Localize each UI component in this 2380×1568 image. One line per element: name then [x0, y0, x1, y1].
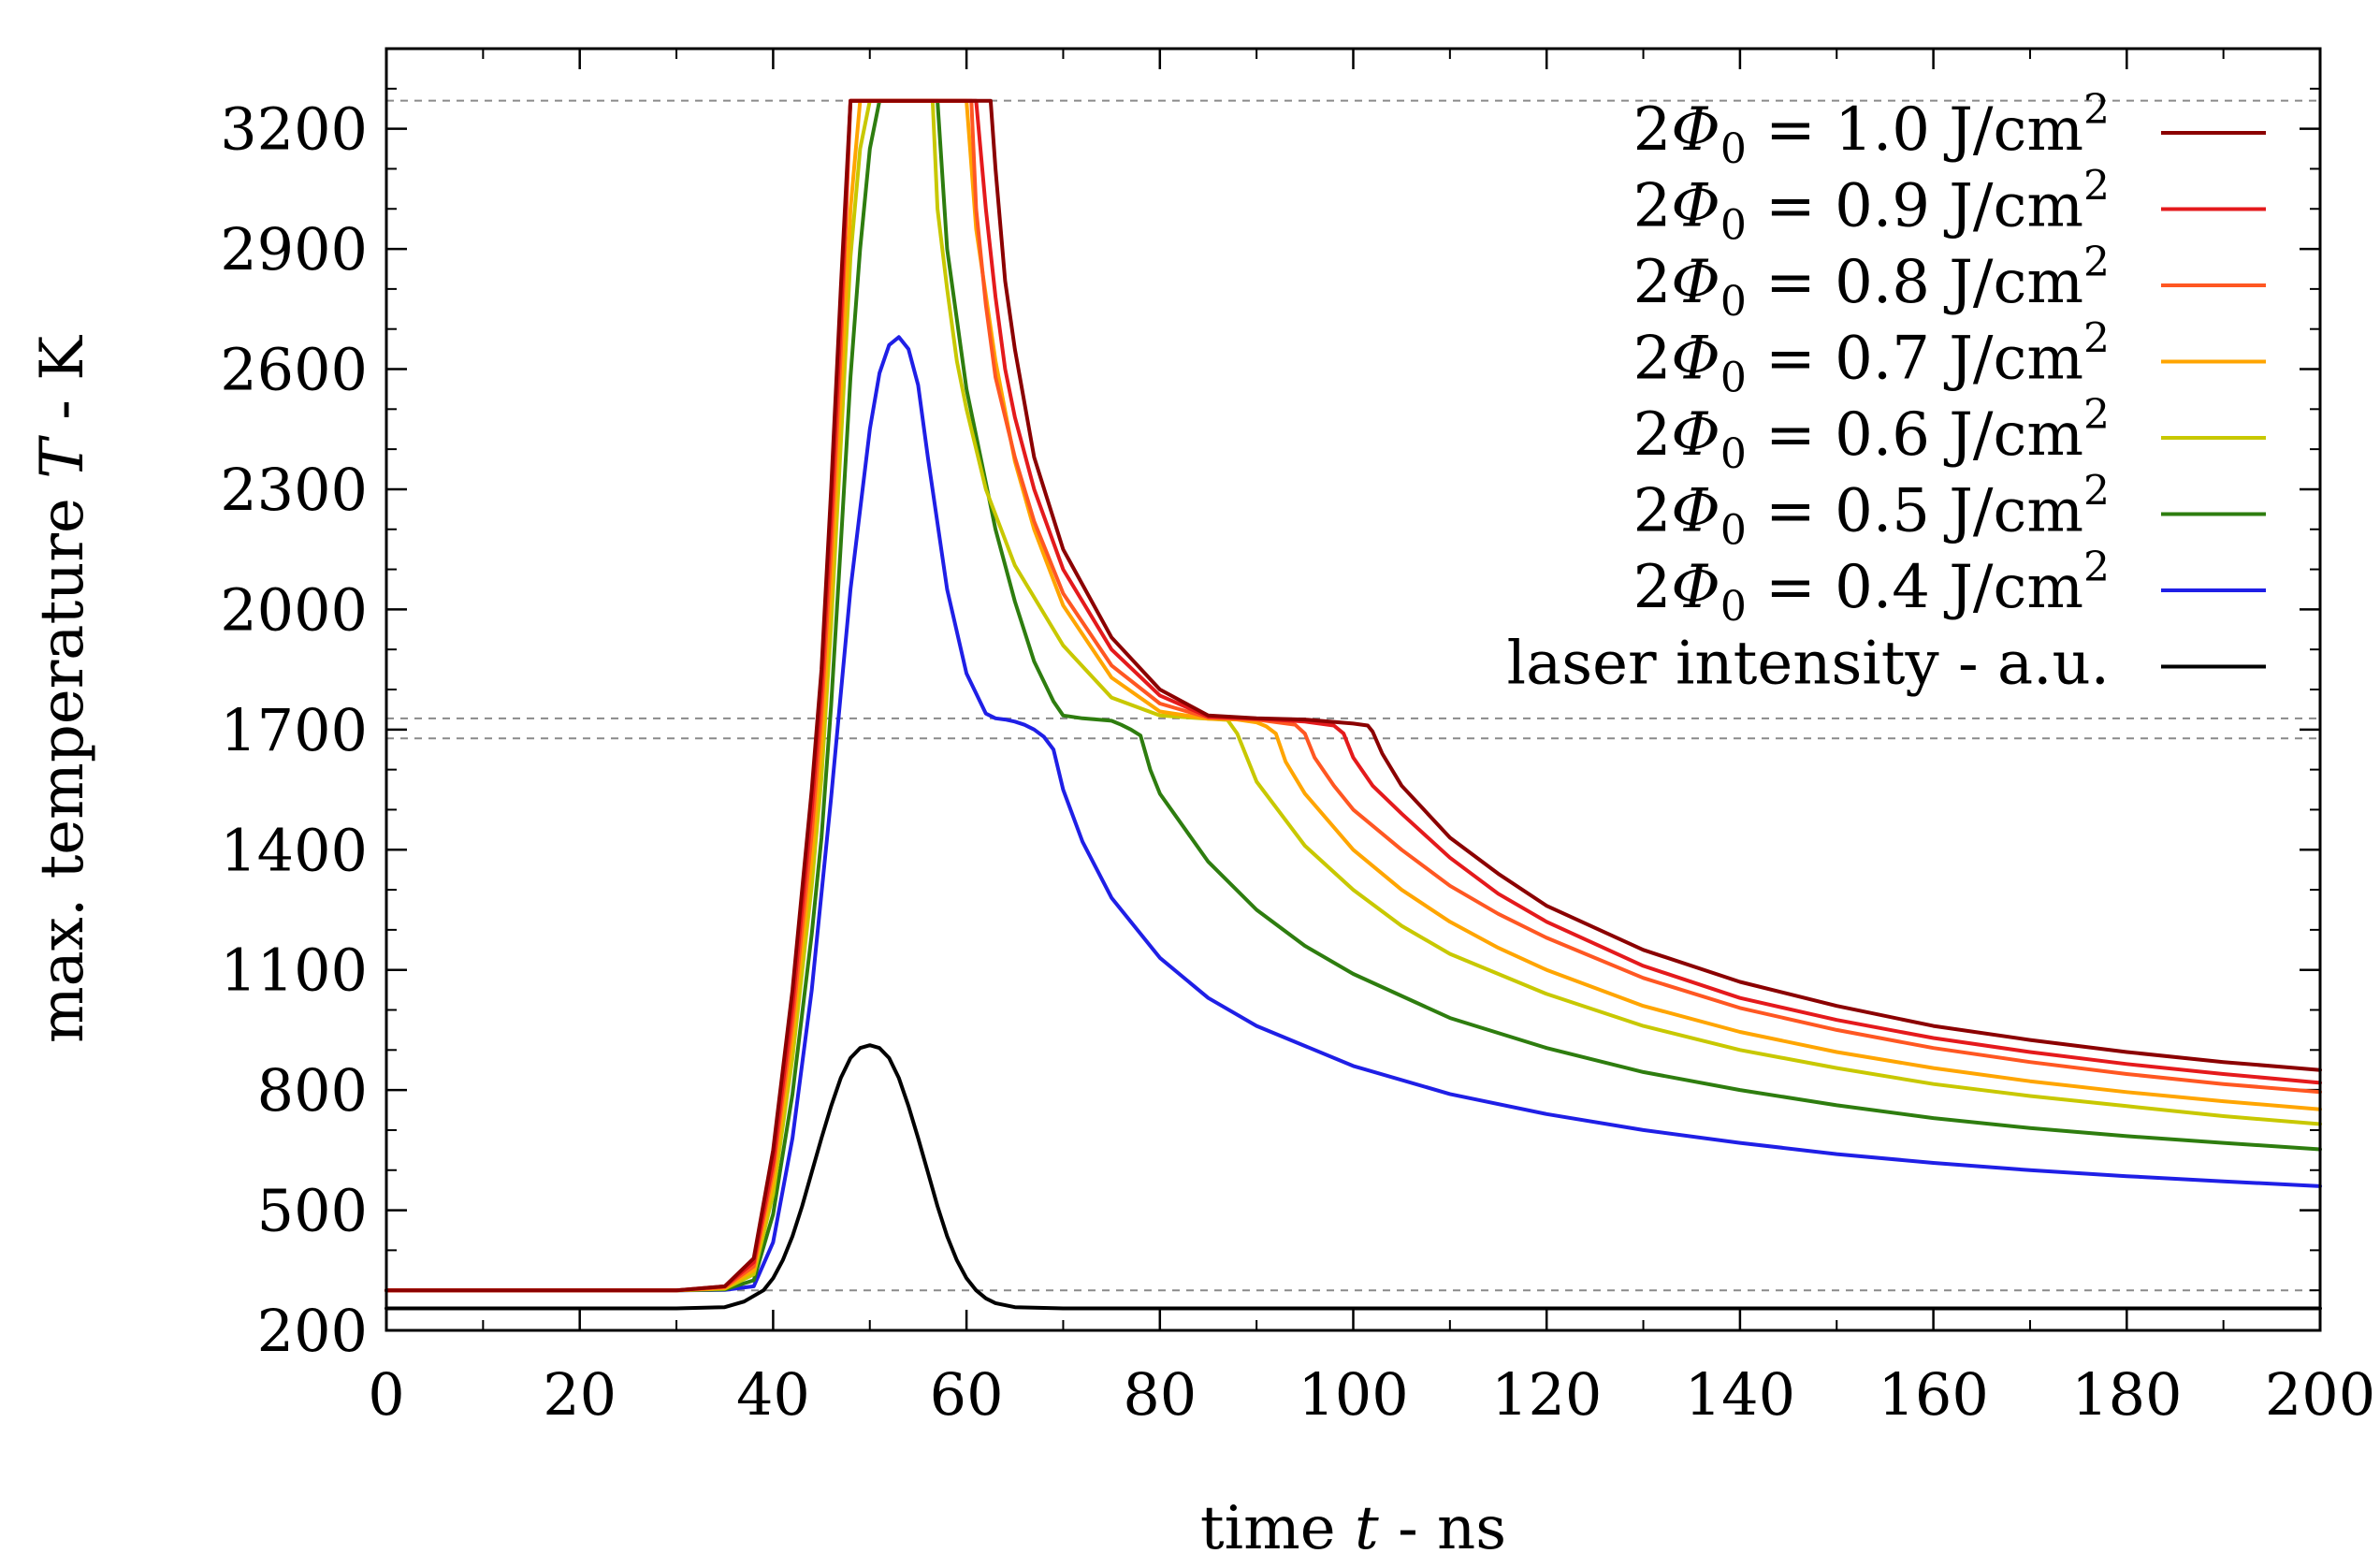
legend-item-fluence-0.7: 2Φ0 = 0.7 J/cm2 — [1633, 315, 2266, 402]
y-axis-label-suffix: - K — [28, 335, 97, 439]
series-line-fluence-0.5 — [385, 98, 2322, 1293]
legend-item-fluence-1.0: 2Φ0 = 1.0 J/cm2 — [1633, 86, 2266, 173]
y-tick-label: 3200 — [220, 95, 368, 164]
x-axis-label-suffix: - ns — [1379, 1494, 1506, 1563]
series-line-fluence-0.6 — [385, 98, 2322, 1293]
legend-label-subscript: 0 — [1720, 355, 1747, 402]
legend-label-fluence-0.5: 2Φ0 = 0.5 J/cm2 — [1633, 468, 2110, 555]
y-tick-label: 800 — [257, 1056, 368, 1125]
legend-label-value: = 0.9 J/cm — [1747, 172, 2083, 241]
x-tick-label: 0 — [368, 1360, 404, 1429]
legend-label-subscript: 0 — [1720, 202, 1747, 250]
x-axis-label: time t - ns — [1200, 1494, 1506, 1563]
y-axis-label-symbol: T — [28, 435, 97, 479]
legend-label-fluence-0.6: 2Φ0 = 0.6 J/cm2 — [1633, 391, 2110, 478]
legend-label-fluence-0.4: 2Φ0 = 0.4 J/cm2 — [1633, 544, 2110, 631]
legend-label-phi: Φ — [1671, 248, 1720, 317]
x-axis-label-symbol: t — [1355, 1494, 1379, 1563]
y-tick-label: 2000 — [220, 575, 368, 644]
legend-label-value: = 0.7 J/cm — [1747, 325, 2083, 394]
x-tick-label: 120 — [1491, 1360, 1602, 1429]
series-line-fluence-0.8 — [385, 98, 2322, 1293]
series-lines — [385, 98, 2322, 1311]
x-tick-label: 100 — [1298, 1360, 1408, 1429]
series-line-laser-intensity — [385, 1043, 2322, 1311]
legend-label-phi: Φ — [1671, 95, 1720, 165]
legend-label-subscript: 0 — [1720, 430, 1747, 478]
legend-label-subscript: 0 — [1720, 278, 1747, 326]
legend-label-lhs: 2 — [1633, 400, 1672, 470]
x-tick-label: 80 — [1123, 1360, 1197, 1429]
x-tick-label: 160 — [1878, 1360, 1988, 1429]
legend-label-superscript: 2 — [2083, 239, 2110, 286]
x-tick-label: 40 — [736, 1360, 810, 1429]
legend-item-laser-intensity: laser intensity - a.u. — [1507, 630, 2266, 699]
tick-labels: 0 20 40 60 80 100 120 140 160 180 2002005008001100… — [220, 95, 2375, 1429]
legend-label-lhs: 2 — [1633, 172, 1672, 241]
y-tick-label: 1400 — [220, 816, 368, 884]
x-tick-label: 20 — [543, 1360, 617, 1429]
x-tick-label: 60 — [930, 1360, 1004, 1429]
y-tick-label: 2600 — [220, 336, 368, 404]
legend-label-laser-intensity: laser intensity - a.u. — [1507, 630, 2110, 699]
legend-label-fluence-0.9: 2Φ0 = 0.9 J/cm2 — [1633, 163, 2110, 250]
legend-label-phi: Φ — [1671, 553, 1720, 622]
legend-label-fluence-0.7: 2Φ0 = 0.7 J/cm2 — [1633, 315, 2110, 402]
y-axis-label-prefix: max. temperature — [28, 479, 97, 1043]
legend-item-fluence-0.8: 2Φ0 = 0.8 J/cm2 — [1633, 239, 2266, 326]
legend-label-phi: Φ — [1671, 172, 1720, 241]
legend-item-fluence-0.9: 2Φ0 = 0.9 J/cm2 — [1633, 163, 2266, 250]
legend-label-value: laser intensity - a.u. — [1507, 630, 2110, 699]
legend-label-superscript: 2 — [2083, 315, 2110, 363]
legend-label-subscript: 0 — [1720, 507, 1747, 555]
legend-label-phi: Φ — [1671, 400, 1720, 470]
legend-label-subscript: 0 — [1720, 125, 1747, 173]
legend-label-lhs: 2 — [1633, 325, 1672, 394]
legend-label-superscript: 2 — [2083, 544, 2110, 591]
legend-label-phi: Φ — [1671, 477, 1720, 546]
legend-label-value: = 1.0 J/cm — [1747, 95, 2083, 165]
legend-item-fluence-0.6: 2Φ0 = 0.6 J/cm2 — [1633, 391, 2266, 478]
legend-item-fluence-0.5: 2Φ0 = 0.5 J/cm2 — [1633, 468, 2266, 555]
series-line-fluence-0.7 — [385, 98, 2322, 1293]
y-tick-label: 200 — [257, 1297, 368, 1365]
y-tick-label: 2900 — [220, 215, 368, 283]
series-line-fluence-1.0 — [385, 98, 2322, 1293]
legend-label-value: = 0.8 J/cm — [1747, 248, 2083, 317]
plot-frame — [385, 47, 2322, 1332]
legend-label-lhs: 2 — [1633, 553, 1672, 622]
legend-label-lhs: 2 — [1633, 95, 1672, 165]
x-tick-label: 180 — [2071, 1360, 2182, 1429]
y-tick-label: 2300 — [220, 456, 368, 524]
x-tick-label: 200 — [2265, 1360, 2375, 1429]
x-axis-label-prefix: time — [1200, 1494, 1355, 1563]
y-tick-label: 1700 — [220, 696, 368, 764]
legend-label-subscript: 0 — [1720, 583, 1747, 631]
legend-label-lhs: 2 — [1633, 248, 1672, 317]
series-line-fluence-0.4 — [385, 335, 2322, 1293]
y-tick-label: 1100 — [220, 936, 368, 1005]
legend-label-phi: Φ — [1671, 325, 1720, 394]
legend-label-value: = 0.4 J/cm — [1747, 553, 2083, 622]
x-tick-label: 140 — [1685, 1360, 1795, 1429]
legend-label-superscript: 2 — [2083, 391, 2110, 439]
legend-item-fluence-0.4: 2Φ0 = 0.4 J/cm2 — [1633, 544, 2266, 631]
legend-label-superscript: 2 — [2083, 163, 2110, 211]
legend-label-superscript: 2 — [2083, 86, 2110, 134]
legend-label-fluence-1.0: 2Φ0 = 1.0 J/cm2 — [1633, 86, 2110, 173]
legend-label-fluence-0.8: 2Φ0 = 0.8 J/cm2 — [1633, 239, 2110, 326]
legend-label-superscript: 2 — [2083, 468, 2110, 515]
legend-label-value: = 0.6 J/cm — [1747, 400, 2083, 470]
legend-label-lhs: 2 — [1633, 477, 1672, 546]
legend-label-value: = 0.5 J/cm — [1747, 477, 2083, 546]
y-tick-label: 500 — [257, 1177, 368, 1245]
y-axis-label: max. temperature T - K — [28, 335, 97, 1043]
